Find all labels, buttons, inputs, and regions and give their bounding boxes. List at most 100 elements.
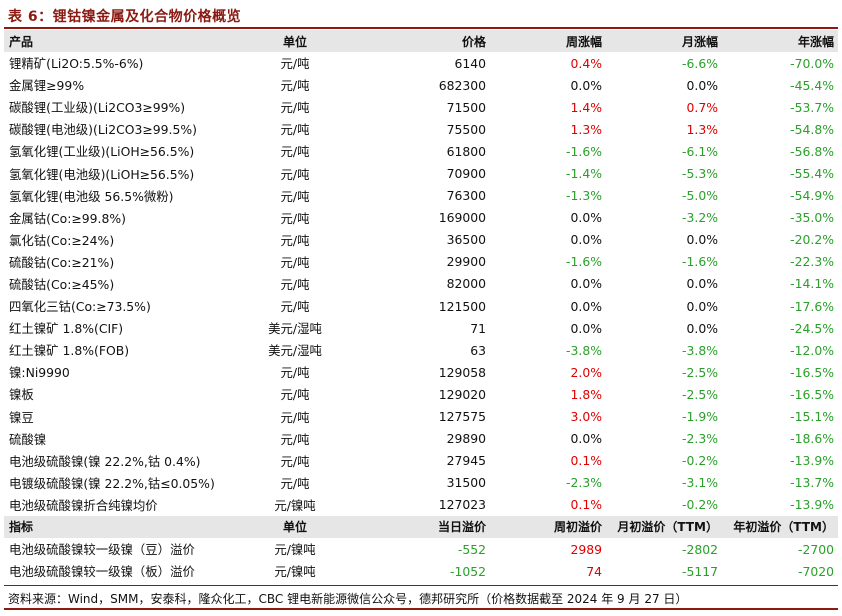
weekly-change-cell: 0.1% — [570, 497, 602, 513]
product-name-cell: 红土镍矿 1.8%(CIF) — [9, 321, 124, 337]
product-name-cell: 镍豆 — [9, 409, 34, 425]
price-cell: 31500 — [446, 475, 486, 491]
monthly-change-cell: -3.8% — [682, 342, 718, 358]
monthly-change-cell: -6.1% — [682, 143, 718, 159]
weekly-change-cell: 0.0% — [570, 320, 602, 336]
col-header-today-premium: 当日溢价 — [437, 520, 486, 535]
yearly-change-cell: -55.4% — [790, 166, 834, 182]
price-cell: 71 — [470, 320, 486, 336]
product-name-cell: 电池级硫酸镍较一级镍（豆）溢价 — [9, 542, 195, 558]
unit-cell: 元/吨 — [280, 276, 310, 292]
yearly-change-cell: -12.0% — [790, 342, 834, 358]
monthly-change-cell: 0.0% — [686, 298, 718, 314]
product-name-cell: 锂精矿(Li2O:5.5%-6%) — [9, 56, 144, 72]
product-name-cell: 硫酸钴(Co:≥21%) — [9, 254, 115, 270]
monthly-change-cell: -2.5% — [682, 364, 718, 380]
product-name-cell: 氢氧化锂(电池级)(LiOH≥56.5%) — [9, 166, 195, 182]
weekly-change-cell: -1.3% — [566, 188, 602, 204]
product-name-cell: 碳酸锂(工业级)(Li2CO3≥99%) — [9, 100, 186, 116]
yearly-change-cell: -53.7% — [790, 99, 834, 115]
product-name-cell: 红土镍矿 1.8%(FOB) — [9, 343, 130, 359]
price-table-row: 金属钴(Co:≥99.8%) 元/吨 169000 0.0% -3.2% -35.0% — [4, 207, 838, 229]
price-table-row: 硫酸钴(Co:≥45%) 元/吨 82000 0.0% 0.0% -14.1% — [4, 273, 838, 295]
monthly-change-cell: -5.0% — [682, 188, 718, 204]
yearly-change-cell: -2700 — [797, 541, 834, 557]
product-name-cell: 金属锂≥99% — [9, 78, 85, 94]
premium-table-row: 电池级硫酸镍较一级镍（豆）溢价 元/镍吨 -552 2989 -2802 -2700 — [4, 538, 838, 560]
col-header-unit: 单位 — [282, 34, 307, 49]
product-name-cell: 硫酸钴(Co:≥45%) — [9, 276, 115, 292]
price-header-row: 产品 单位 价格 周涨幅 月涨幅 年涨幅 — [4, 30, 838, 52]
weekly-change-cell: 2.0% — [570, 364, 602, 380]
weekly-change-cell: 1.4% — [570, 99, 602, 115]
yearly-change-cell: -13.9% — [790, 497, 834, 513]
yearly-change-cell: -22.3% — [790, 254, 834, 270]
col-header-weekly: 周涨幅 — [565, 34, 602, 49]
col-header-premium-unit: 单位 — [282, 520, 307, 535]
yearly-change-cell: -13.9% — [790, 453, 834, 469]
price-table-row: 硫酸镍 元/吨 29890 0.0% -2.3% -18.6% — [4, 428, 838, 450]
monthly-change-cell: -1.6% — [682, 254, 718, 270]
price-cell: 682300 — [438, 77, 486, 93]
price-cell: 29900 — [446, 254, 486, 270]
col-header-yearly: 年涨幅 — [797, 34, 834, 49]
price-table-body: 锂精矿(Li2O:5.5%-6%) 元/吨 6140 0.4% -6.6% -70.0% 金… — [4, 52, 838, 516]
price-table-row: 电镀级硫酸镍(镍 22.2%,钴≤0.05%) 元/吨 31500 -2.3% -3.1… — [4, 472, 838, 494]
price-table-row: 氢氧化锂(工业级)(LiOH≥56.5%) 元/吨 61800 -1.6% -6.1% -… — [4, 140, 838, 162]
weekly-change-cell: 0.4% — [570, 55, 602, 71]
monthly-change-cell: 0.0% — [686, 320, 718, 336]
price-cell: 61800 — [446, 143, 486, 159]
price-table-row: 电池级硫酸镍折合纯镍均价 元/镍吨 127023 0.1% -0.2% -13.9% — [4, 494, 838, 516]
product-name-cell: 氢氧化锂(工业级)(LiOH≥56.5%) — [9, 144, 195, 160]
product-name-cell: 电池级硫酸镍折合纯镍均价 — [9, 497, 158, 513]
price-cell: 169000 — [438, 210, 486, 226]
title-rule — [4, 27, 838, 29]
unit-cell: 元/镍吨 — [274, 564, 316, 580]
monthly-change-cell: 0.0% — [686, 77, 718, 93]
price-cell: 129020 — [438, 386, 486, 402]
price-cell: 63 — [470, 342, 486, 358]
yearly-change-cell: -17.6% — [790, 298, 834, 314]
col-header-monthly: 月涨幅 — [681, 34, 718, 49]
product-name-cell: 碳酸锂(电池级)(Li2CO3≥99.5%) — [9, 122, 197, 138]
price-cell: 129058 — [438, 364, 486, 380]
col-header-year-start-premium: 年初溢价（TTM） — [733, 520, 834, 535]
unit-cell: 元/吨 — [280, 431, 310, 447]
price-cell: 76300 — [446, 188, 486, 204]
weekly-change-cell: 3.0% — [570, 409, 602, 425]
monthly-change-cell: -2.3% — [682, 431, 718, 447]
monthly-change-cell: -5117 — [681, 563, 718, 579]
product-name-cell: 镍板 — [9, 387, 34, 403]
premium-header-row: 指标 单位 当日溢价 周初溢价 月初溢价（TTM） 年初溢价（TTM） — [4, 515, 838, 538]
monthly-change-cell: -3.1% — [682, 475, 718, 491]
unit-cell: 元/吨 — [280, 122, 310, 138]
weekly-change-cell: 0.0% — [570, 431, 602, 447]
product-name-cell: 镍:Ni9990 — [9, 365, 70, 381]
yearly-change-cell: -16.5% — [790, 386, 834, 402]
price-table-row: 电池级硫酸镍(镍 22.2%,钴 0.4%) 元/吨 27945 0.1% -0.2% -… — [4, 450, 838, 472]
price-table-row: 碳酸锂(工业级)(Li2CO3≥99%) 元/吨 71500 1.4% 0.7% -53.… — [4, 96, 838, 118]
col-header-month-start-premium: 月初溢价（TTM） — [617, 520, 718, 535]
price-table: 产品 单位 价格 周涨幅 月涨幅 年涨幅 锂精矿(Li2O:5.5%-6%) 元/… — [4, 30, 838, 582]
product-name-cell: 电镀级硫酸镍(镍 22.2%,钴≤0.05%) — [9, 475, 215, 491]
weekly-change-cell: 0.0% — [570, 276, 602, 292]
unit-cell: 元/吨 — [280, 210, 310, 226]
price-table-row: 红土镍矿 1.8%(FOB) 美元/湿吨 63 -3.8% -3.8% -12.0% — [4, 339, 838, 361]
yearly-change-cell: -24.5% — [790, 320, 834, 336]
price-cell: 36500 — [446, 232, 486, 248]
product-name-cell: 硫酸镍 — [9, 431, 47, 447]
weekly-change-cell: 0.0% — [570, 298, 602, 314]
weekly-change-cell: 1.3% — [570, 121, 602, 137]
price-cell: -1052 — [449, 563, 486, 579]
monthly-change-cell: -0.2% — [682, 497, 718, 513]
premium-table-body: 电池级硫酸镍较一级镍（豆）溢价 元/镍吨 -552 2989 -2802 -2700 电池级… — [4, 538, 838, 582]
source-note: 资料来源：Wind，SMM，安泰科，隆众化工，CBC 锂电新能源微信公众号，德邦… — [8, 592, 688, 606]
price-table-row: 氢氧化锂(电池级)(LiOH≥56.5%) 元/吨 70900 -1.4% -5.3% -… — [4, 162, 838, 184]
weekly-change-cell: -3.8% — [566, 342, 602, 358]
yearly-change-cell: -45.4% — [790, 77, 834, 93]
unit-cell: 元/镍吨 — [274, 542, 316, 558]
unit-cell: 元/镍吨 — [274, 497, 316, 513]
price-table-row: 红土镍矿 1.8%(CIF) 美元/湿吨 71 0.0% 0.0% -24.5% — [4, 317, 838, 339]
price-table-row: 硫酸钴(Co:≥21%) 元/吨 29900 -1.6% -1.6% -22.3% — [4, 251, 838, 273]
premium-table-row: 电池级硫酸镍较一级镍（板）溢价 元/镍吨 -1052 74 -5117 -7020 — [4, 560, 838, 582]
